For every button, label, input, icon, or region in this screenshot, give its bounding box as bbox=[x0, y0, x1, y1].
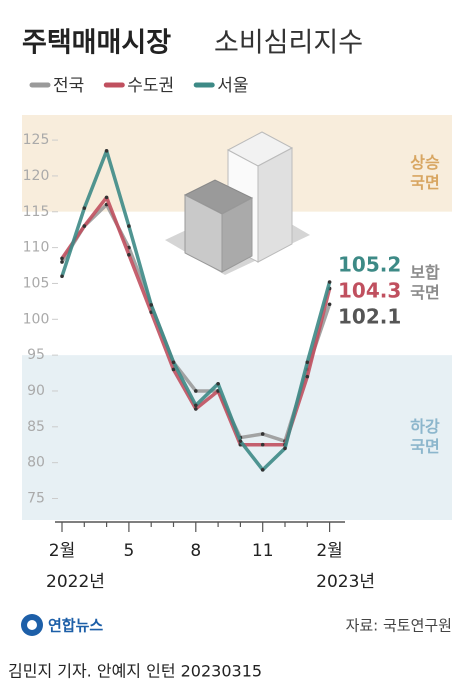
point bbox=[194, 407, 198, 411]
point bbox=[149, 303, 153, 307]
x-tick-label: 11 bbox=[252, 541, 274, 561]
building-illustration bbox=[165, 131, 310, 275]
point bbox=[327, 280, 332, 284]
y-tick-label: 80 bbox=[27, 455, 45, 471]
chart-title: 주택매매시장 bbox=[22, 28, 171, 59]
point bbox=[60, 274, 64, 279]
source: 자료: 국토연구원 bbox=[346, 617, 452, 635]
legend-label: 전국 bbox=[53, 76, 84, 96]
value-label: 102.1 bbox=[338, 305, 401, 329]
point bbox=[327, 302, 332, 307]
point bbox=[60, 256, 64, 261]
band-label: 보합 bbox=[410, 263, 440, 282]
band-label: 국면 bbox=[410, 283, 439, 302]
y-tick-label: 75 bbox=[27, 490, 45, 506]
point bbox=[260, 468, 265, 472]
point bbox=[305, 374, 310, 379]
legend-label: 서울 bbox=[217, 76, 248, 96]
point bbox=[305, 360, 310, 365]
band-label: 국면 bbox=[410, 437, 439, 456]
point bbox=[127, 224, 131, 228]
x-tick-label: 5 bbox=[123, 541, 134, 561]
point bbox=[194, 389, 198, 393]
point bbox=[82, 206, 87, 210]
point bbox=[260, 442, 265, 447]
year-label: 2023년 bbox=[316, 572, 375, 592]
chart-subtitle: 소비심리지수 bbox=[214, 28, 363, 59]
point bbox=[82, 224, 87, 228]
year-label: 2022년 bbox=[46, 572, 105, 592]
y-tick-label: 125 bbox=[23, 132, 50, 148]
y-tick-label: 85 bbox=[27, 419, 45, 435]
point bbox=[216, 382, 220, 386]
band-label: 국면 bbox=[410, 173, 439, 192]
y-tick-label: 110 bbox=[23, 240, 50, 256]
band-label: 상승 bbox=[410, 153, 440, 172]
credit: 김민지 기자. 안예지 인턴 20230315 bbox=[8, 662, 262, 681]
value-label: 105.2 bbox=[338, 253, 401, 277]
point bbox=[60, 260, 64, 264]
x-tick-label: 2월 bbox=[316, 541, 342, 561]
y-tick-label: 120 bbox=[23, 168, 50, 184]
y-tick-label: 105 bbox=[23, 275, 50, 291]
point bbox=[283, 446, 287, 451]
point bbox=[171, 367, 176, 372]
point bbox=[260, 432, 265, 436]
point bbox=[104, 195, 109, 200]
value-label: 104.3 bbox=[338, 279, 401, 303]
point bbox=[104, 149, 109, 153]
x-tick-label: 8 bbox=[190, 541, 201, 561]
y-tick-label: 115 bbox=[23, 204, 50, 220]
point bbox=[194, 403, 198, 408]
logo: 연합뉴스 bbox=[48, 617, 103, 635]
logo-mark bbox=[21, 614, 43, 636]
point bbox=[127, 252, 131, 257]
legend-label: 수도권 bbox=[127, 76, 174, 96]
y-tick-label: 100 bbox=[23, 311, 50, 327]
band-label: 하강 bbox=[410, 417, 440, 436]
point bbox=[238, 439, 243, 443]
x-tick-label: 2월 bbox=[49, 541, 75, 561]
y-tick-label: 95 bbox=[27, 347, 45, 363]
y-tick-label: 90 bbox=[27, 383, 45, 399]
point bbox=[171, 360, 176, 365]
